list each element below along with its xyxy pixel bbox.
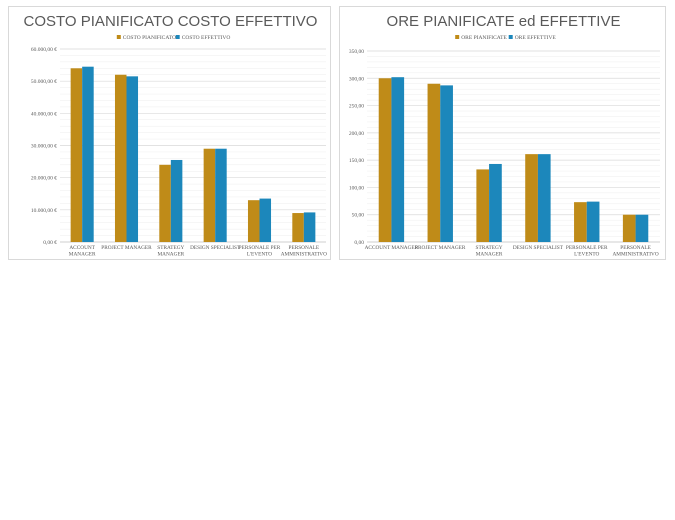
y-tick-label: 60.000,00 € [31, 47, 57, 53]
chart-svg-ore: ORE PIANIFICATE ed EFFETTIVE ORE PIANIFIC… [349, 13, 660, 258]
bar-1-1 [70, 68, 83, 242]
bar-2-1 [391, 77, 405, 243]
chart-legend: ORE PIANIFICATE ORE EFFETTIVE [455, 35, 556, 41]
bar-1-5 [247, 200, 260, 242]
legend-swatch-1 [455, 35, 460, 39]
y-tick-label: 0,00 € [43, 240, 57, 246]
category-label: PERSONALE AMMINISTRATIVO [281, 245, 327, 258]
category-label-line: AMMINISTRATIVO [612, 252, 658, 258]
bar-2-3 [170, 159, 183, 242]
chart-legend: COSTO PIANIFICATO COSTO EFFETTIVO [116, 35, 231, 41]
category-label: DESIGN SPECIALIST [190, 245, 241, 251]
category-label-line: DESIGN SPECIALIST [190, 245, 241, 251]
bar-2-3 [489, 163, 502, 242]
category-label-line: MANAGER [476, 252, 503, 258]
category-label-line: AMMINISTRATIVO [281, 252, 327, 258]
bar-2-5 [259, 198, 272, 242]
category-label-line: L'EVENTO [574, 252, 599, 258]
bar-2-2 [440, 85, 453, 242]
bar-1-2 [114, 74, 127, 242]
y-tick-label: 20.000,00 € [31, 176, 57, 182]
legend-label-2: COSTO EFFETTIVO [182, 35, 231, 41]
y-tick-label: 50,00 [352, 213, 365, 219]
y-tick-label: 50.000,00 € [31, 79, 57, 85]
bar-1-2 [427, 83, 441, 242]
bar-2-5 [586, 201, 600, 242]
legend-label-1: ORE PIANIFICATE [461, 35, 507, 41]
y-tick-label: 150,00 [349, 158, 364, 164]
bar-1-6 [292, 213, 304, 242]
bars [378, 77, 649, 243]
y-tick-label: 40.000,00 € [31, 111, 57, 117]
y-tick-label: 200,00 [349, 131, 364, 137]
category-label: PERSONALE AMMINISTRATIVO [612, 245, 658, 258]
category-label: PERSONALE PER L'EVENTO [239, 245, 281, 258]
chart-panel-costo: COSTO PIANIFICATO COSTO EFFETTIVO COSTO P… [8, 6, 331, 260]
category-label-line: PROJECT MANAGER [101, 245, 152, 251]
category-label-line: MANAGER [157, 252, 184, 258]
category-label-line: STRATEGY [157, 245, 184, 251]
legend-label-1: COSTO PIANIFICATO [123, 35, 176, 41]
y-tick-label: 30.000,00 € [31, 144, 57, 150]
y-tick-label: 300,00 [349, 76, 364, 82]
y-tick-label: 10.000,00 € [31, 208, 57, 214]
bar-2-4 [215, 148, 227, 242]
bars [70, 66, 316, 242]
legend-label-2: ORE EFFETTIVE [515, 35, 557, 41]
bar-2-6 [303, 212, 316, 242]
minor-gridlines [60, 55, 326, 236]
bar-2-2 [126, 76, 139, 242]
y-tick-label: 350,00 [349, 49, 364, 55]
bar-1-6 [622, 214, 636, 242]
bar-1-3 [476, 169, 490, 242]
chart-panel-ore: ORE PIANIFICATE ed EFFETTIVE ORE PIANIFIC… [339, 6, 666, 260]
category-label: STRATEGY MANAGER [157, 245, 184, 258]
category-label-line: PERSONALE [289, 245, 320, 251]
category-label: STRATEGY MANAGER [476, 245, 503, 258]
category-label: PROJECT MANAGER [415, 245, 466, 251]
category-label-line: PERSONALE PER [239, 245, 281, 251]
bar-1-5 [574, 202, 587, 242]
category-label-line: L'EVENTO [247, 252, 272, 258]
bar-1-3 [159, 164, 171, 242]
legend-swatch-2 [508, 35, 513, 39]
y-tick-label: 0,00 [354, 240, 364, 246]
bar-1-4 [525, 154, 538, 242]
y-tick-label: 100,00 [349, 185, 364, 191]
bar-1-4 [203, 148, 216, 242]
category-label: PERSONALE PER L'EVENTO [566, 245, 608, 258]
chart-title: ORE PIANIFICATE ed EFFETTIVE [387, 13, 621, 30]
legend-swatch-2 [175, 35, 180, 39]
y-tick-label: 250,00 [349, 104, 364, 110]
category-label-line: ACCOUNT MANAGER [365, 245, 419, 251]
major-gridlines [60, 48, 326, 243]
category-label-line: PERSONALE PER [566, 245, 608, 251]
minor-gridlines [367, 56, 660, 237]
category-label: DESIGN SPECIALIST [513, 245, 564, 251]
legend-swatch-1 [116, 35, 121, 39]
category-label-line: MANAGER [69, 252, 96, 258]
bar-1-1 [378, 78, 392, 243]
category-label: ACCOUNT MANAGER [365, 245, 419, 251]
category-label-line: STRATEGY [476, 245, 503, 251]
category-label: ACCOUNT MANAGER [69, 245, 96, 258]
chart-title: COSTO PIANIFICATO COSTO EFFETTIVO [24, 13, 318, 30]
bar-2-4 [537, 154, 551, 242]
category-label-line: PERSONALE [620, 245, 651, 251]
category-label-line: ACCOUNT [69, 245, 95, 251]
bar-2-1 [82, 66, 94, 242]
category-label-line: DESIGN SPECIALIST [513, 245, 564, 251]
major-gridlines [367, 50, 660, 243]
category-label-line: PROJECT MANAGER [415, 245, 466, 251]
category-label: PROJECT MANAGER [101, 245, 152, 251]
bar-2-6 [635, 214, 649, 242]
